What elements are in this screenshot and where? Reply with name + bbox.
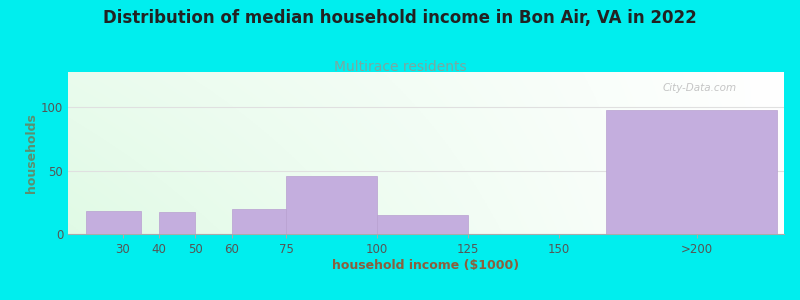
Bar [86,211,141,234]
Y-axis label: households: households [25,113,38,193]
Text: Distribution of median household income in Bon Air, VA in 2022: Distribution of median household income … [103,9,697,27]
Text: City-Data.com: City-Data.com [662,83,737,93]
Bar [231,209,286,234]
Bar [377,215,468,234]
Bar [286,176,377,234]
Bar [159,212,195,234]
Bar [606,110,777,234]
Text: Multirace residents: Multirace residents [334,60,466,74]
X-axis label: household income ($1000): household income ($1000) [333,259,519,272]
